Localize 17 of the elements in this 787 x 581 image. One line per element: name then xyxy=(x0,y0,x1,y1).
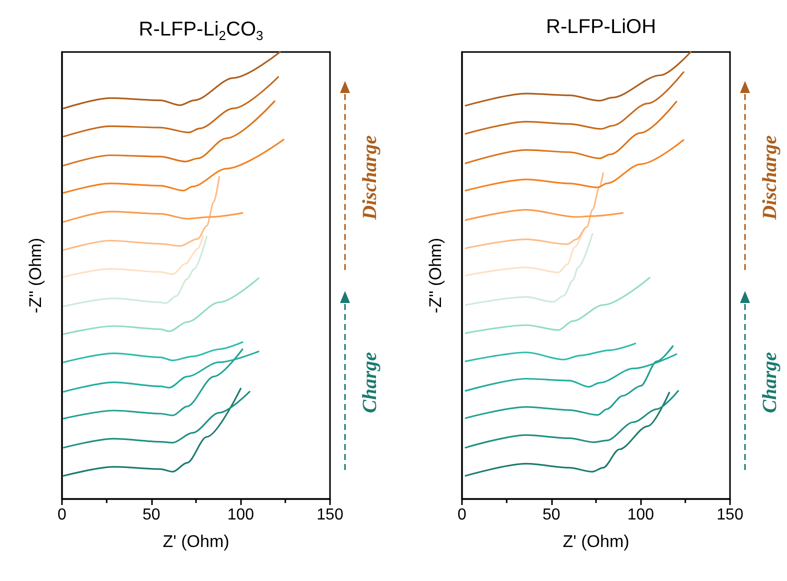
x-tick-label: 150 xyxy=(316,506,344,524)
x-tick-label: 50 xyxy=(142,506,160,524)
x-tick-label: 0 xyxy=(58,506,67,524)
text: Charge xyxy=(359,352,381,414)
x-axis-title: Z' (Ohm) xyxy=(162,532,230,551)
x-tick-label: 150 xyxy=(716,506,744,524)
text: Discharge xyxy=(359,135,381,221)
x-axis-title: Z' (Ohm) xyxy=(562,532,630,551)
x-tick-label: 0 xyxy=(458,506,467,524)
x-tick-label: 100 xyxy=(227,506,254,524)
text: Discharge xyxy=(759,135,781,221)
y-axis-title: -Z'' (Ohm) xyxy=(426,238,445,314)
x-tick-label: 50 xyxy=(542,506,560,524)
chart-title: R-LFP-LiOH xyxy=(546,16,656,38)
y-axis-title: -Z'' (Ohm) xyxy=(26,238,45,314)
text: Charge xyxy=(759,352,781,414)
x-tick-label: 100 xyxy=(627,506,654,524)
